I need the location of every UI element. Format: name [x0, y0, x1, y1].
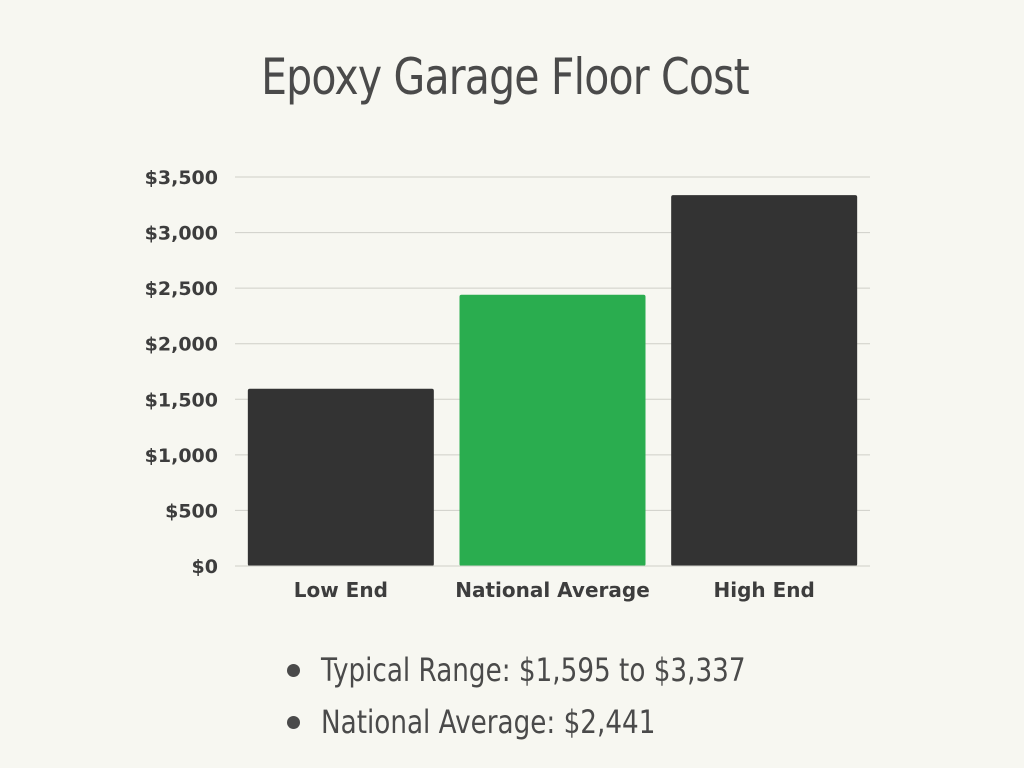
- y-axis-tick-labels: $0 $500 $1,000 $1,500 $2,000 $2,500 $3,000 $3,5…: [145, 167, 218, 578]
- y-tick-label: $500: [165, 500, 218, 522]
- x-axis-category-labels: Low End National Average High End: [294, 578, 815, 602]
- x-category-label: Low End: [294, 578, 388, 602]
- summary-list: Typical Range: $1,595 to $3,337 National…: [285, 645, 839, 749]
- y-tick-label: $1,500: [145, 389, 218, 411]
- y-tick-label: $0: [192, 556, 218, 578]
- y-tick-label: $3,000: [145, 223, 218, 245]
- chart-title: Epoxy Garage Floor Cost: [261, 48, 750, 106]
- summary-item-typical-range: Typical Range: $1,595 to $3,337: [285, 645, 839, 697]
- bar: [247, 388, 434, 566]
- bar: [459, 294, 646, 566]
- bullet-icon: [287, 716, 300, 729]
- y-tick-label: $2,500: [145, 278, 218, 300]
- summary-text: Typical Range: $1,595 to $3,337: [321, 651, 746, 689]
- bar: [671, 195, 858, 567]
- summary-item-national-average: National Average: $2,441: [285, 697, 839, 749]
- x-category-label: High End: [714, 578, 815, 602]
- summary-text: National Average: $2,441: [321, 703, 656, 741]
- bullet-icon: [287, 664, 300, 677]
- x-category-label: National Average: [455, 578, 650, 602]
- y-tick-label: $1,000: [145, 445, 218, 467]
- y-tick-label: $2,000: [145, 334, 218, 356]
- y-tick-label: $3,500: [145, 167, 218, 189]
- bars: [247, 195, 858, 567]
